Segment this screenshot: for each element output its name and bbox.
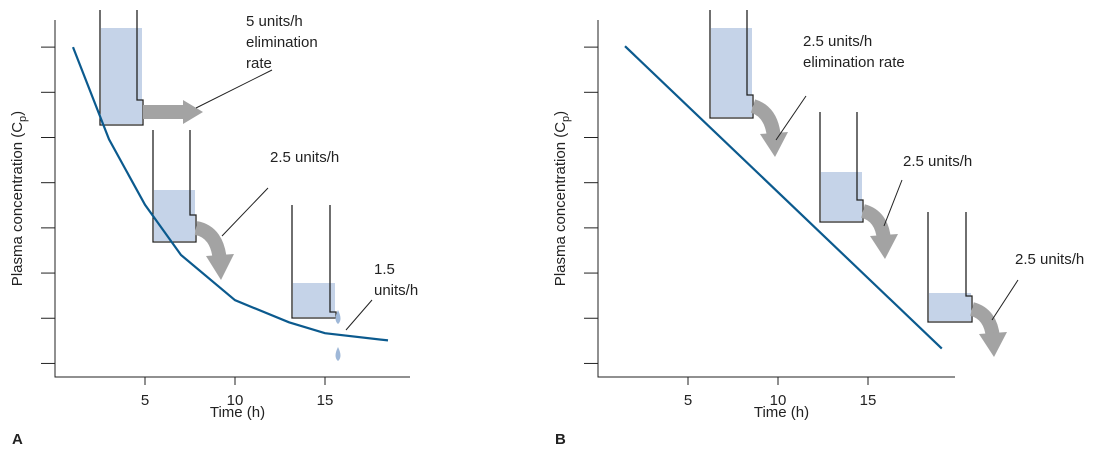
annotation-line: 2.5 units/h [903, 153, 972, 170]
x-axis-label: Time (h) [210, 404, 265, 421]
annotation-line: units/h [374, 282, 418, 299]
y-axis-label: Plasma concentration (Cp) [9, 111, 29, 286]
annotation-line: 2.5 units/h [1015, 251, 1084, 268]
leader-line [991, 279, 1019, 321]
y-axis-label-part: ) [9, 111, 26, 116]
x-axis-label: Time (h) [754, 404, 809, 421]
panel-label: B [555, 431, 566, 448]
y-axis-label-part: p [560, 116, 572, 122]
fluid [929, 293, 971, 321]
fluid [154, 190, 195, 241]
annotation: 2.5 units/h [270, 149, 339, 166]
y-axis-label: Plasma concentration (Cp) [552, 111, 572, 286]
leader-line [883, 179, 903, 227]
x-tick-label: 5 [684, 392, 692, 409]
x-tick-label: 10 [770, 392, 787, 409]
x-tick-label: 5 [141, 392, 149, 409]
annotation-line: 2.5 units/h [270, 149, 339, 166]
fluid [293, 283, 335, 317]
arrow-head [870, 234, 898, 259]
annotation-line: 1.5 [374, 261, 395, 278]
x-tick-label: 15 [860, 392, 877, 409]
annotation: 2.5 units/h [1015, 251, 1084, 268]
x-tick-label: 10 [227, 392, 244, 409]
series-line [71, 46, 389, 342]
y-axis-label-part: p [17, 116, 29, 122]
annotation: 2.5 units/h [903, 153, 972, 170]
series-line [624, 45, 943, 350]
arrow-head [206, 254, 234, 280]
leader-line [195, 69, 273, 109]
x-tick-label: 15 [317, 392, 334, 409]
y-axis-label-part: Plasma concentration (C [9, 122, 26, 286]
annotation: 1.5 units/h [374, 261, 418, 299]
arrow-head [979, 332, 1007, 357]
axes [54, 20, 410, 378]
annotation-line: rate [246, 55, 272, 72]
panel-label: A [12, 431, 23, 448]
y-axis-label-part: ) [552, 111, 569, 116]
beaker [291, 205, 337, 319]
leader-line [345, 299, 373, 331]
drop [335, 347, 341, 361]
axes [597, 20, 955, 378]
leader-line [775, 95, 807, 141]
flow-arrow [750, 99, 781, 139]
panel: 5 10 15 Time (h) A Plasma concentration (Cp) 5… [9, 10, 418, 448]
annotation-line: 5 units/h [246, 13, 303, 30]
fluid [711, 28, 752, 117]
fluid [101, 28, 142, 124]
fluid [821, 172, 862, 221]
annotation-line: elimination rate [803, 54, 905, 71]
leader-line [221, 187, 269, 237]
y-axis-label-part: Plasma concentration (C [552, 122, 569, 286]
annotation-line: 2.5 units/h [803, 33, 872, 50]
annotation: 5 units/h elimination rate [246, 13, 318, 72]
panel: 5 10 15 Time (h) B Plasma concentration (Cp) 2… [552, 10, 1084, 448]
annotation-line: elimination [246, 34, 318, 51]
arrow-head [183, 100, 203, 124]
drop [335, 310, 341, 324]
arrow-head [760, 132, 788, 157]
annotation: 2.5 units/h elimination rate [803, 33, 905, 71]
